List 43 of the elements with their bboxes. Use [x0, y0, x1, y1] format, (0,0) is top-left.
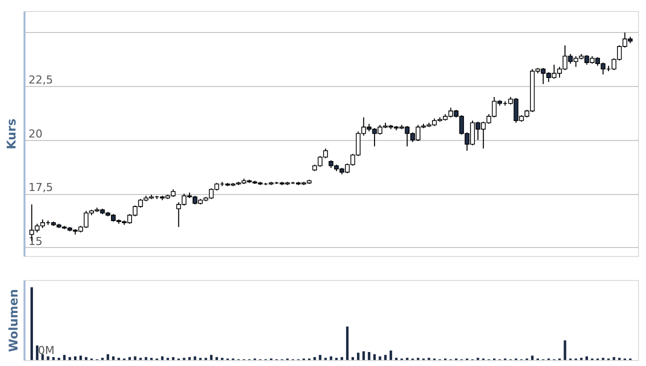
bar: [106, 354, 110, 360]
bar: [564, 340, 566, 360]
bar: [188, 357, 191, 360]
y-tick-label: 17,5: [28, 181, 53, 194]
bar: [362, 351, 365, 360]
bar: [356, 352, 360, 360]
bar: [313, 357, 316, 360]
bar: [378, 356, 382, 360]
y-tick-label: 22,5: [28, 74, 53, 87]
bar: [373, 354, 376, 360]
bar: [36, 345, 38, 360]
bar: [586, 356, 588, 360]
bar: [46, 356, 50, 360]
bar: [63, 354, 66, 360]
bar: [134, 356, 136, 360]
bar: [112, 356, 115, 360]
bar: [215, 357, 218, 360]
bar: [52, 357, 55, 360]
bar: [346, 326, 349, 360]
bar: [352, 357, 354, 360]
y-axis-title: Wolumen: [6, 289, 20, 352]
bar: [194, 356, 196, 360]
bar: [368, 352, 370, 360]
bar: [68, 357, 72, 360]
bar: [531, 356, 534, 360]
bar: [172, 357, 174, 360]
bar: [30, 287, 33, 360]
bar: [74, 356, 76, 360]
bar: [41, 354, 44, 360]
bar: [210, 354, 213, 360]
bar: [128, 357, 131, 360]
bar: [84, 357, 88, 360]
y-axis-title: Kurs: [4, 118, 18, 150]
bar: [144, 357, 148, 360]
bar: [161, 356, 164, 360]
y-tick-label: 20: [28, 127, 42, 140]
bar: [340, 357, 344, 360]
bar: [612, 357, 616, 360]
bar: [384, 354, 387, 360]
annotation: 0M: [38, 344, 54, 357]
bar: [390, 350, 392, 360]
bar: [79, 356, 82, 360]
bar: [318, 354, 322, 360]
